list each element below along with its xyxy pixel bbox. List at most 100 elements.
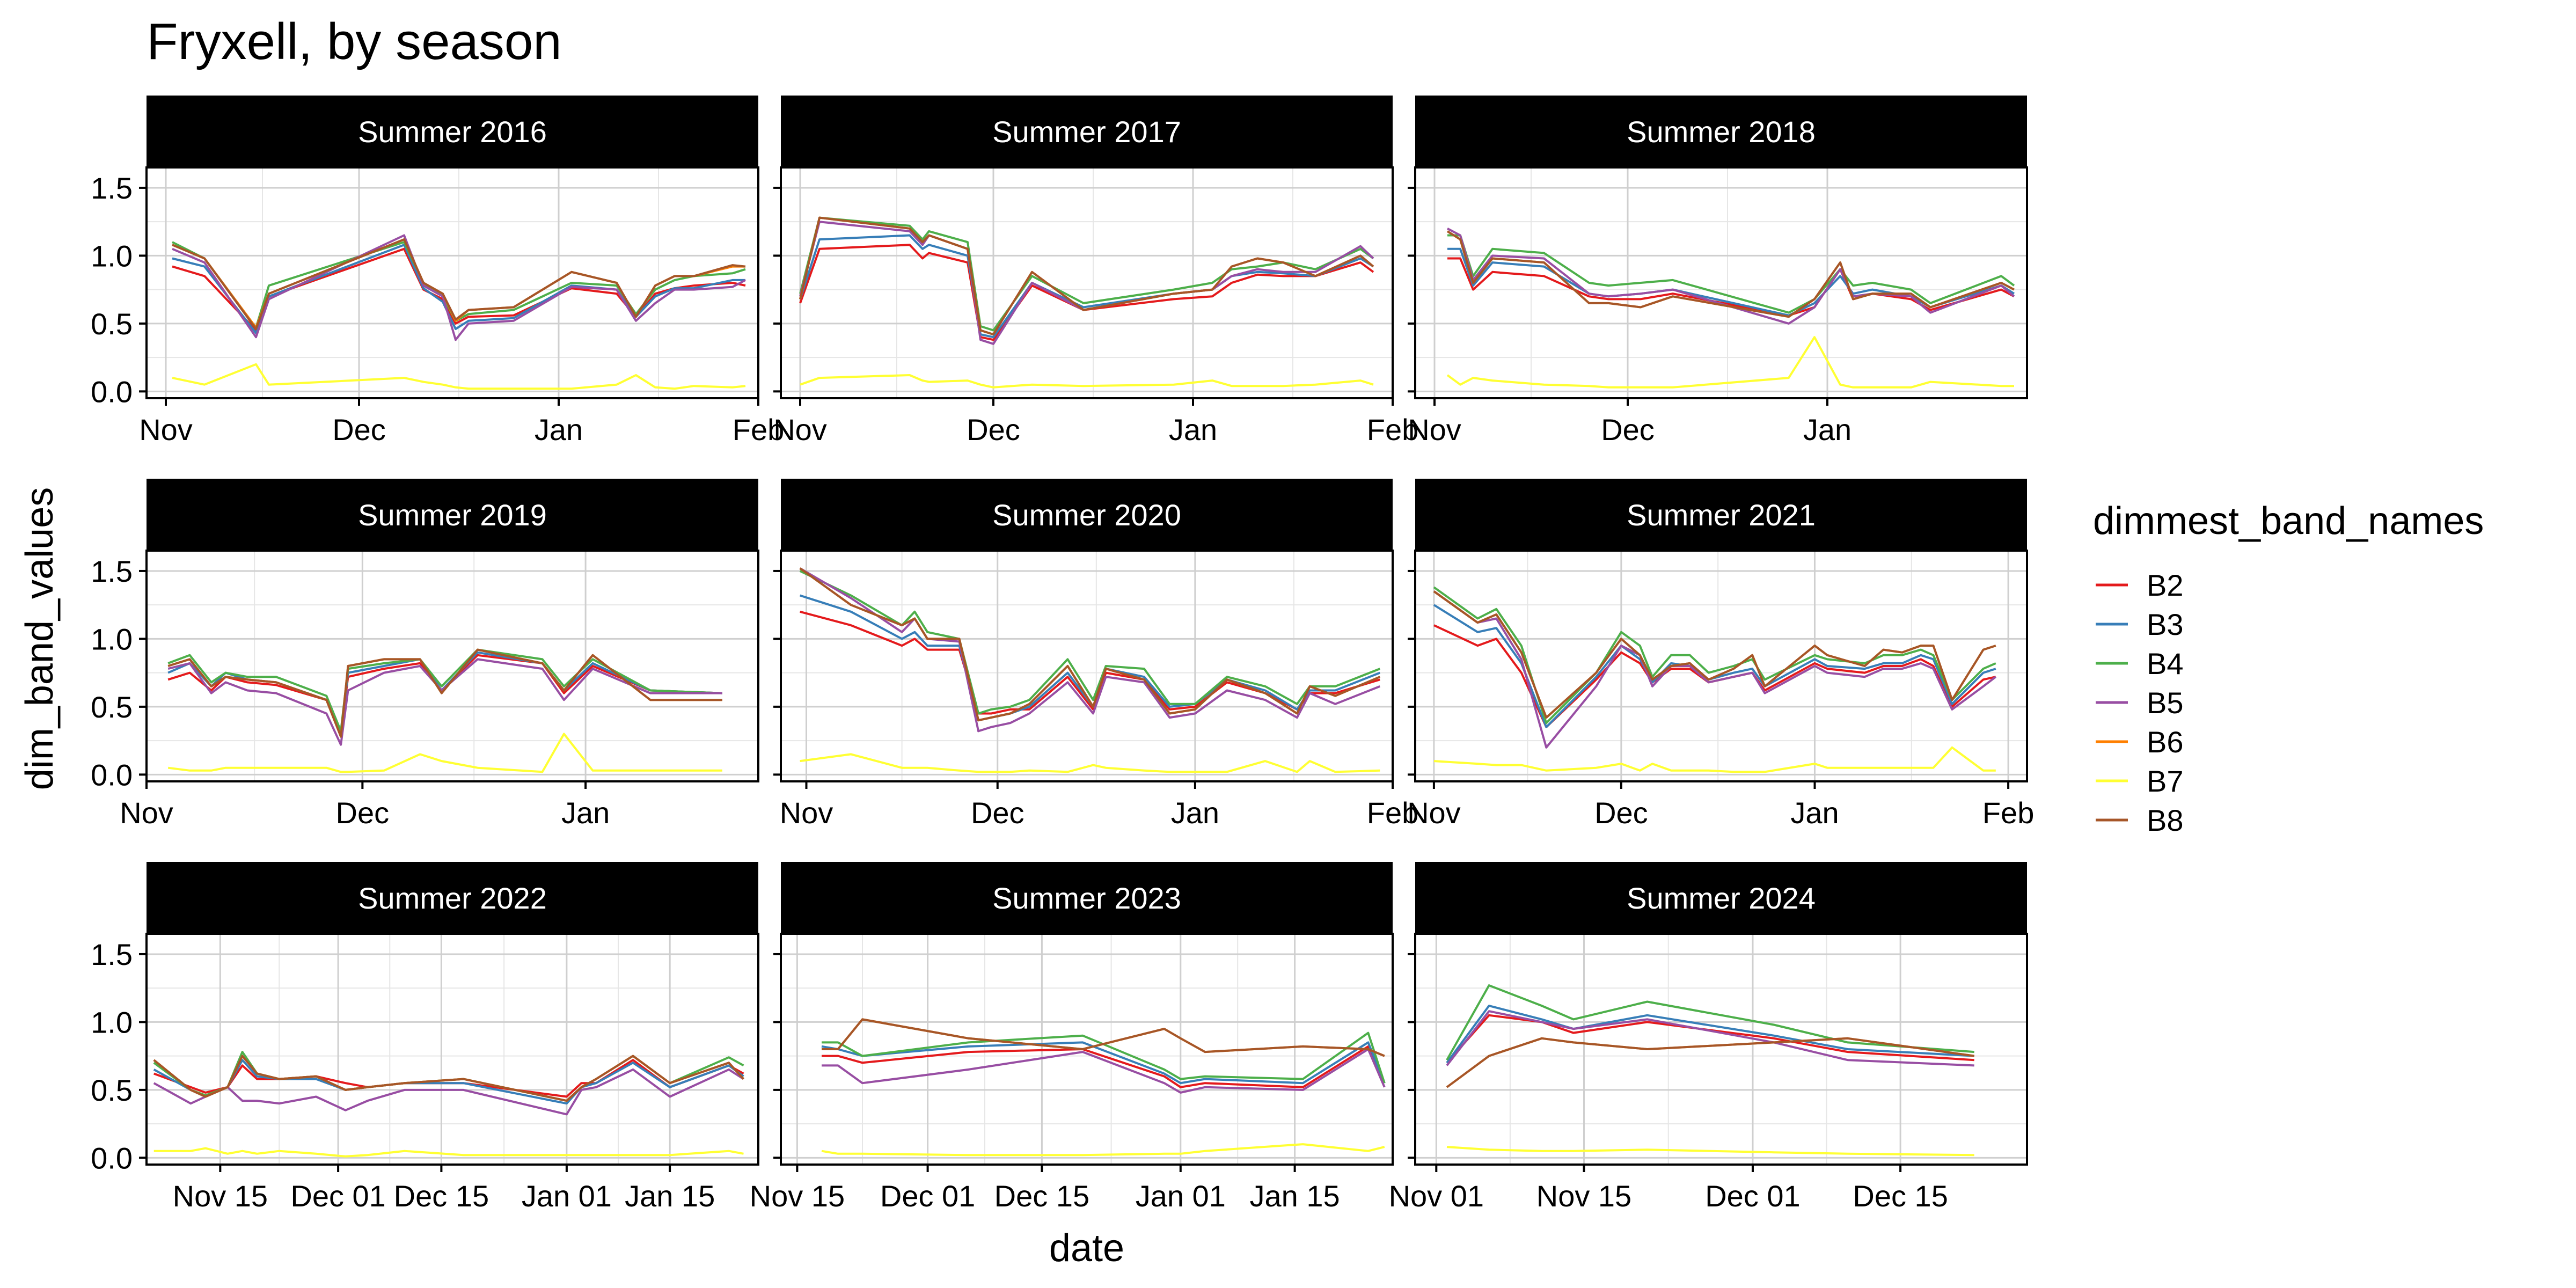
y-tick-label: 0.0	[91, 1141, 133, 1175]
facet-strip	[781, 479, 1393, 551]
series-line-b5	[1446, 1010, 1974, 1067]
legend-label-b3: B3	[2147, 608, 2184, 641]
x-tick-label: Nov 15	[173, 1179, 268, 1213]
panel-border	[145, 166, 759, 399]
x-tick-label: Dec 15	[1853, 1179, 1948, 1213]
series-line-b2	[799, 244, 1374, 341]
x-tick-label: Jan	[535, 413, 583, 447]
series-line-b6	[799, 567, 1381, 722]
series-line-b8	[172, 238, 746, 330]
series-line-b8	[799, 216, 1374, 336]
y-tick-label: 0.0	[91, 758, 133, 792]
x-tick-label: Dec 15	[994, 1179, 1089, 1213]
series-line-b3	[167, 651, 722, 735]
legend-label-b7: B7	[2147, 764, 2184, 798]
series-line-b7	[1433, 746, 1996, 773]
y-axis-title: dim_band_values	[18, 487, 61, 790]
series-line-b3	[1446, 1005, 1974, 1064]
series-line-b7	[1446, 1146, 1974, 1157]
series-line-b8	[1446, 230, 2015, 318]
y-tick-label: 0.5	[91, 307, 133, 341]
series-line-b2	[167, 654, 722, 735]
panel-border	[145, 933, 759, 1166]
panel-border	[1414, 933, 2028, 1166]
facet-panel: Summer 2021 Nov Dec Jan Feb	[1407, 479, 2034, 830]
facet-panel: Summer 2016 0.0 0.5 1.0 1.5 Nov Dec Jan Feb	[91, 96, 784, 447]
legend-label-b4: B4	[2147, 647, 2184, 680]
y-tick-label: 1.5	[91, 171, 133, 205]
series-line-b2	[1446, 1014, 1974, 1064]
x-tick-label: Jan	[1790, 796, 1839, 830]
x-tick-label: Dec 01	[880, 1179, 975, 1213]
facet-panel: Summer 2023 Nov 15 Dec 01 Dec 15 Jan 01 Jan 1…	[750, 862, 1394, 1213]
x-tick-label: Nov	[773, 413, 827, 447]
x-tick-label: Feb	[1367, 796, 1419, 830]
facet-strip-label: Summer 2024	[1627, 881, 1816, 915]
series-line-b8	[153, 1055, 744, 1102]
chart-title: Fryxell, by season	[147, 13, 562, 70]
facet-panel: Summer 2022 0.0 0.5 1.0 1.5 Nov 15 Dec 01 Dec 1…	[91, 862, 759, 1213]
series-line-b2	[800, 610, 1380, 715]
x-tick-label: Dec	[336, 796, 390, 830]
legend-label-b6: B6	[2147, 725, 2184, 759]
x-tick-label: Jan	[1803, 413, 1851, 447]
y-tick-label: 0.5	[91, 690, 133, 724]
y-tick-label: 1.0	[91, 239, 133, 273]
series-line-b5	[172, 234, 746, 341]
series-line-b3	[799, 594, 1381, 722]
series-line-b7	[800, 753, 1380, 773]
facet-strip-label: Summer 2017	[992, 115, 1181, 149]
facet-strip	[1415, 96, 2027, 167]
series-line-b7	[153, 1147, 744, 1158]
panel-border	[780, 166, 1394, 399]
facet-strip	[147, 96, 758, 167]
series-line-b7	[172, 363, 746, 390]
y-tick-label: 0.0	[91, 375, 133, 408]
series-line-b3	[821, 1041, 1386, 1085]
series-line-b6	[167, 648, 722, 738]
series-line-b5	[822, 1048, 1386, 1094]
facet-panel: Summer 2019 0.0 0.5 1.0 1.5 Nov Dec Jan	[91, 479, 759, 830]
facet-panel: Summer 2017 Nov Dec Jan Feb	[773, 96, 1418, 447]
series-line-b8	[1446, 1037, 1974, 1088]
facet-panel: Summer 2024 Nov 01 Nov 15 Dec 01 Dec 15	[1389, 862, 2028, 1213]
series-line-b7	[800, 374, 1374, 389]
legend-title: dimmest_band_names	[2093, 500, 2484, 543]
y-tick-label: 1.5	[91, 554, 133, 588]
x-tick-label: Dec 01	[1705, 1179, 1800, 1213]
facet-strip	[147, 862, 758, 934]
facet-strip-label: Summer 2016	[358, 115, 547, 149]
x-tick-label: Feb	[1982, 796, 2035, 830]
x-tick-label: Feb	[1367, 413, 1419, 447]
x-tick-label: Dec	[971, 796, 1024, 830]
series-line-b3	[1433, 604, 1996, 728]
panel-border	[1414, 166, 2028, 399]
x-tick-label: Jan 15	[625, 1179, 715, 1213]
series-line-b5	[167, 658, 722, 746]
series-line-b5	[799, 221, 1374, 345]
series-line-b2	[822, 1045, 1386, 1088]
x-tick-label: Nov 15	[1536, 1179, 1631, 1213]
series-line-b5	[1433, 590, 1997, 749]
facet-strip	[781, 96, 1393, 167]
x-tick-label: Jan	[561, 796, 610, 830]
series-line-b7	[1446, 336, 2014, 389]
facet-strip	[781, 862, 1393, 934]
legend-label-b2: B2	[2147, 568, 2184, 602]
facet-strip-label: Summer 2018	[1627, 115, 1816, 149]
facet-strip	[147, 479, 758, 551]
x-axis-title: date	[1049, 1227, 1124, 1270]
x-tick-label: Nov	[1407, 796, 1461, 830]
facet-panel: Summer 2020 Nov Dec Jan Feb	[773, 479, 1418, 830]
x-tick-label: Dec	[967, 413, 1020, 447]
x-tick-label: Jan	[1169, 413, 1217, 447]
series-line-b3	[799, 234, 1374, 339]
x-tick-label: Nov	[139, 413, 193, 447]
facet-strip-label: Summer 2023	[992, 881, 1181, 915]
legend-label-b8: B8	[2147, 803, 2184, 837]
series-line-b4	[1447, 234, 2015, 314]
facet-panel: Summer 2018 Nov Dec Jan	[1408, 96, 2028, 447]
panel-border	[1414, 550, 2028, 782]
x-tick-label: Dec	[1601, 413, 1655, 447]
